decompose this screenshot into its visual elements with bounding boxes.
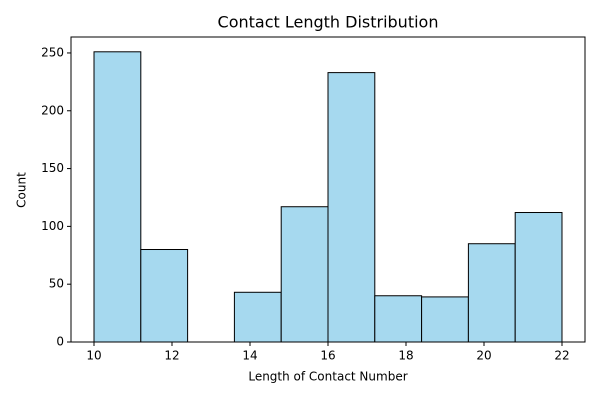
y-tick-label: 200 <box>41 103 64 117</box>
bar <box>280 206 329 343</box>
x-tick-label: 18 <box>398 349 413 363</box>
y-axis-label: Count <box>15 172 29 208</box>
x-tick-label: 12 <box>164 349 179 363</box>
bar <box>233 291 282 343</box>
y-tick-label: 250 <box>41 45 64 59</box>
x-tick-label: 16 <box>320 349 335 363</box>
x-tick-label: 22 <box>554 349 569 363</box>
y-tick-label: 0 <box>56 335 64 349</box>
bar <box>514 212 563 343</box>
y-tick-label: 100 <box>41 219 64 233</box>
bar <box>327 72 376 343</box>
bar <box>421 296 469 343</box>
x-axis-label: Length of Contact Number <box>248 370 407 384</box>
bar <box>93 51 142 343</box>
x-tick-label: 14 <box>242 349 257 363</box>
chart-title: Contact Length Distribution <box>218 13 439 32</box>
bar <box>374 295 423 343</box>
x-tick-label: 10 <box>86 349 101 363</box>
y-tick-label: 50 <box>49 277 64 291</box>
y-tick-label: 150 <box>41 161 64 175</box>
bar <box>467 243 516 343</box>
bar <box>140 249 189 343</box>
x-tick-label: 20 <box>476 349 491 363</box>
